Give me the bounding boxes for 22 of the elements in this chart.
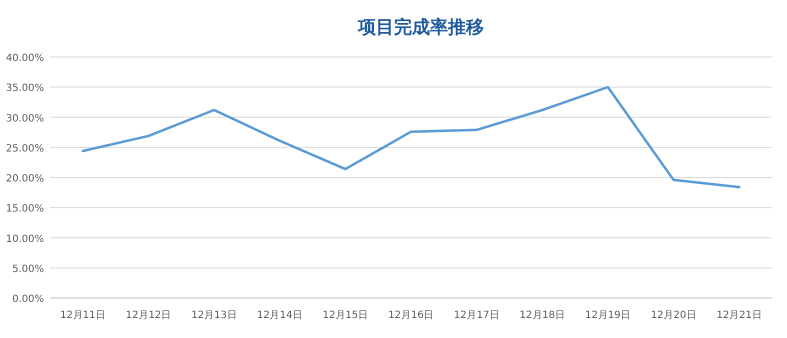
x-tick-label: 12月20日 (650, 310, 696, 321)
y-tick-label: 20.00% (6, 174, 44, 184)
x-tick-label: 12月21日 (716, 310, 762, 321)
x-tick-label: 12月13日 (191, 310, 237, 321)
x-tick-label: 12月15日 (322, 310, 368, 321)
y-tick-label: 15.00% (6, 204, 44, 215)
y-tick-label: 25.00% (6, 143, 44, 154)
y-tick-label: 0.00% (12, 294, 44, 305)
x-tick-label: 12月19日 (585, 310, 631, 321)
x-tick-label: 12月17日 (454, 310, 500, 321)
x-tick-label: 12月16日 (388, 310, 434, 321)
y-tick-label: 30.00% (6, 113, 44, 124)
x-tick-label: 12月12日 (126, 310, 172, 321)
y-tick-label: 10.00% (6, 234, 44, 245)
y-tick-label: 35.00% (6, 83, 44, 94)
y-tick-label: 40.00% (6, 53, 44, 64)
y-tick-label: 5.00% (12, 264, 44, 275)
x-tick-label: 12月18日 (520, 310, 565, 321)
x-tick-label: 12月14日 (257, 310, 302, 321)
line-series (82, 86, 740, 188)
x-tick-label: 12月11日 (60, 310, 106, 321)
chart-title: 项目完成率推移 (357, 17, 484, 38)
